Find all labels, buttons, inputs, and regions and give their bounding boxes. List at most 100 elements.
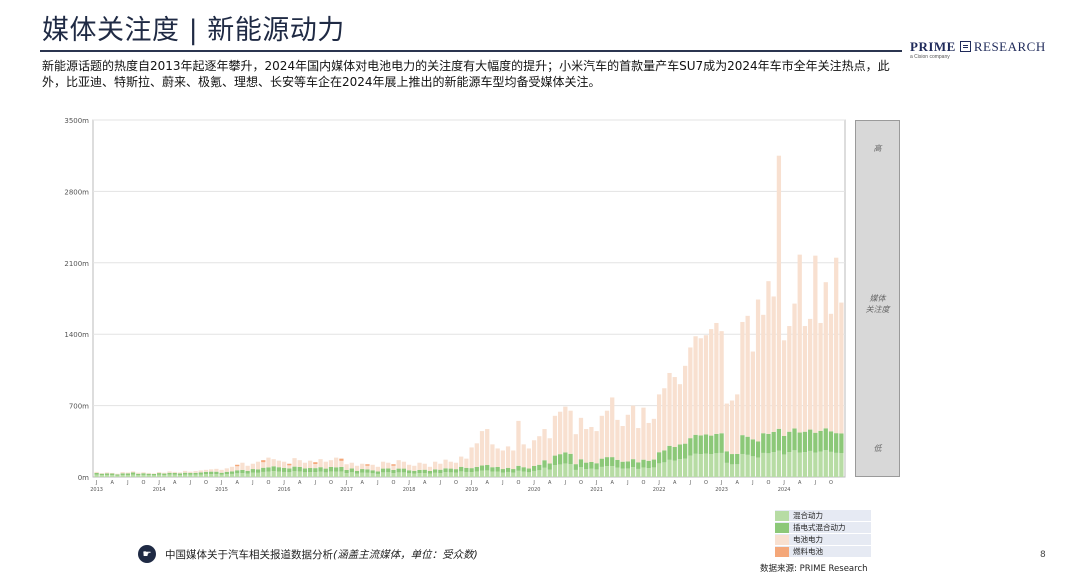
bar-phev <box>776 428 782 451</box>
bar-hybrid <box>537 470 542 477</box>
bar-battery <box>94 471 99 473</box>
page-title: 媒体关注度 | 新能源动力 <box>42 15 345 46</box>
bar-phev <box>521 467 526 472</box>
bar-fuel-cell <box>313 462 318 464</box>
bar-phev <box>511 469 516 473</box>
bar-phev <box>683 443 688 459</box>
bar-phev <box>771 431 776 453</box>
bar-phev <box>667 445 672 460</box>
bar-hybrid <box>729 464 735 477</box>
brand-square-icon <box>959 41 971 52</box>
bar-phev <box>188 473 193 475</box>
bar-hybrid <box>490 471 495 477</box>
bar-hybrid <box>453 472 459 477</box>
bar-hybrid <box>266 471 271 477</box>
bar-battery <box>412 465 417 471</box>
bar-phev <box>334 467 339 472</box>
bar-hybrid <box>469 472 474 477</box>
bar-phev <box>141 473 146 475</box>
x-month-label: O <box>767 480 771 486</box>
x-month-label: O <box>642 480 646 486</box>
bar-battery <box>104 472 110 474</box>
x-month-label: O <box>329 480 333 486</box>
bar-hybrid <box>558 464 563 477</box>
bar-hybrid <box>255 472 261 477</box>
bar-phev <box>589 462 594 469</box>
bar-hybrid <box>724 462 729 477</box>
bar-battery <box>422 463 427 470</box>
bar-phev <box>834 433 839 453</box>
bar-battery <box>287 465 292 469</box>
bar-hybrid <box>630 467 636 477</box>
bar-hybrid <box>755 457 761 477</box>
bar-phev <box>584 462 589 470</box>
bar-hybrid <box>464 471 469 477</box>
bar-hybrid <box>735 464 740 477</box>
brand-logo: PRIME RESEARCH <box>910 39 1046 55</box>
bar-battery <box>828 313 834 432</box>
bar-hybrid <box>693 453 698 477</box>
x-month-label: J <box>782 480 784 486</box>
bar-hybrid <box>495 471 500 477</box>
bar-battery <box>240 462 245 470</box>
bar-phev <box>360 469 365 473</box>
bar-phev <box>453 469 459 473</box>
bar-phev <box>505 467 511 472</box>
bar-battery <box>568 410 573 454</box>
legend-swatch-phev <box>775 522 789 533</box>
bar-hybrid <box>552 465 558 477</box>
x-month-label: J <box>407 480 409 486</box>
x-month-label: O <box>829 480 833 486</box>
bar-phev <box>459 466 464 472</box>
bar-battery <box>323 461 328 469</box>
bar-phev <box>422 469 427 473</box>
bar-battery <box>479 431 485 466</box>
bar-hybrid <box>141 474 146 477</box>
bar-battery <box>339 460 344 467</box>
bar-phev <box>797 432 802 453</box>
brand-name-rest: RESEARCH <box>973 39 1046 54</box>
bar-battery <box>156 472 162 474</box>
x-year-label: 2024 <box>778 487 791 493</box>
bar-battery <box>214 468 219 472</box>
bar-phev <box>177 473 183 475</box>
bar-hybrid <box>615 467 620 477</box>
bar-phev <box>193 472 198 475</box>
x-month-label: A <box>423 480 427 486</box>
bar-hybrid <box>542 467 547 477</box>
bar-battery <box>464 458 469 468</box>
bar-battery <box>370 464 375 471</box>
bar-phev <box>198 472 203 475</box>
x-month-label: O <box>579 480 583 486</box>
bar-battery <box>625 414 630 462</box>
bar-hybrid <box>683 458 688 477</box>
x-month-label: J <box>720 480 722 486</box>
bar-phev <box>755 441 761 458</box>
bar-battery <box>183 470 188 473</box>
bar-battery <box>188 471 193 474</box>
scale-low-label: 低 <box>873 444 882 453</box>
bar-hybrid <box>412 473 417 477</box>
bar-battery <box>396 460 401 469</box>
bar-battery <box>724 403 729 452</box>
bar-phev <box>662 450 667 463</box>
bar-phev <box>610 457 615 467</box>
bar-hybrid <box>276 471 282 477</box>
bar-hybrid <box>297 471 302 477</box>
bar-battery <box>427 466 433 471</box>
bar-hybrid <box>698 454 703 477</box>
x-month-label: A <box>798 480 802 486</box>
bar-phev <box>349 468 354 473</box>
bar-phev <box>354 470 360 474</box>
bar-hybrid <box>104 474 110 477</box>
bar-hybrid <box>781 454 787 477</box>
bar-hybrid <box>146 475 151 477</box>
bar-hybrid <box>229 473 235 477</box>
bar-hybrid <box>505 471 511 477</box>
bar-hybrid <box>198 474 203 477</box>
bar-hybrid <box>406 473 412 477</box>
bar-battery <box>714 322 719 434</box>
bar-hybrid <box>672 460 677 477</box>
x-year-label: 2014 <box>153 487 166 493</box>
x-month-label: J <box>689 480 691 486</box>
